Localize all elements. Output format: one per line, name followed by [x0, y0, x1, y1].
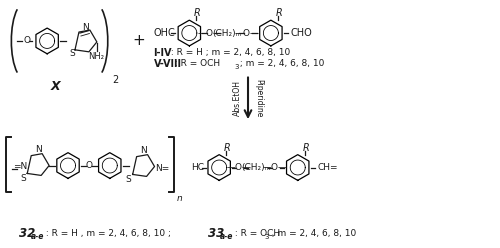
Text: 33: 33: [208, 227, 224, 240]
Text: 3: 3: [234, 64, 238, 70]
Text: , m = 2, 4, 6, 8, 10: , m = 2, 4, 6, 8, 10: [269, 229, 356, 238]
Text: : R = OCH: : R = OCH: [232, 229, 280, 238]
Text: =N: =N: [14, 162, 28, 171]
Text: —O—: —O—: [226, 163, 252, 172]
Text: —O—: —O—: [198, 29, 222, 37]
Text: O: O: [86, 161, 92, 170]
Text: +: +: [132, 33, 145, 48]
Text: O: O: [24, 36, 30, 45]
Text: —O—: —O—: [262, 163, 287, 172]
Text: S: S: [20, 174, 26, 183]
Text: R: R: [302, 143, 309, 153]
Text: Abs.EtOH: Abs.EtOH: [233, 80, 242, 116]
Text: Piperidine: Piperidine: [254, 79, 263, 118]
Text: N: N: [35, 145, 42, 154]
Text: 2: 2: [112, 75, 118, 85]
Text: N: N: [82, 23, 89, 31]
Text: n: n: [176, 194, 182, 203]
Text: R: R: [224, 143, 230, 153]
Text: : R = H ; m = 2, 4, 6, 8, 10: : R = H ; m = 2, 4, 6, 8, 10: [168, 48, 290, 57]
Text: N=: N=: [156, 164, 170, 173]
Text: —O—: —O—: [234, 29, 260, 37]
Text: : R = H , m = 2, 4, 6, 8, 10 ;: : R = H , m = 2, 4, 6, 8, 10 ;: [43, 229, 171, 238]
Text: V-VIII: V-VIII: [154, 59, 182, 69]
Text: CHO: CHO: [291, 28, 312, 38]
Text: CH=: CH=: [318, 163, 338, 172]
Text: R: R: [276, 8, 282, 18]
Text: (CH₂)ₘ: (CH₂)ₘ: [212, 29, 242, 37]
Text: ; m = 2, 4, 6, 8, 10: ; m = 2, 4, 6, 8, 10: [237, 59, 324, 68]
Text: (CH₂)ₘ: (CH₂)ₘ: [242, 163, 270, 172]
Text: X: X: [50, 81, 60, 93]
Text: a-e: a-e: [31, 232, 44, 241]
Text: 32: 32: [20, 227, 36, 240]
Text: OHC: OHC: [154, 28, 176, 38]
Text: I-IV: I-IV: [154, 48, 172, 58]
Text: S: S: [69, 49, 75, 58]
Text: NH₂: NH₂: [88, 52, 104, 61]
Text: : R = OCH: : R = OCH: [172, 59, 220, 68]
Text: S: S: [126, 175, 132, 184]
Text: HC: HC: [192, 163, 204, 172]
Text: a-e: a-e: [220, 232, 234, 241]
Text: R: R: [194, 8, 200, 18]
Text: N: N: [140, 146, 147, 155]
Text: 3: 3: [265, 234, 270, 240]
